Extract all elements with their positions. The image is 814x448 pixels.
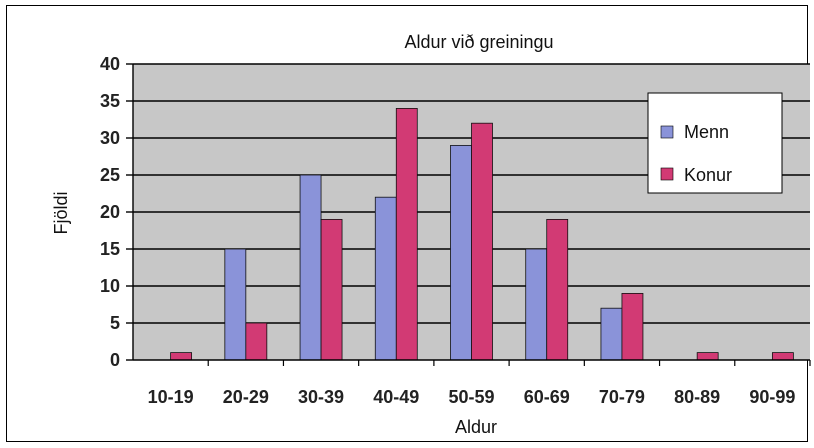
bar-konur-30-39: [320, 218, 343, 361]
bar-menn-30-39: [299, 174, 322, 361]
y-tick-label: 0: [110, 350, 120, 370]
x-tick-label: 30-39: [298, 387, 344, 407]
x-tick-label: 90-99: [749, 387, 795, 407]
legend: Menn Konur: [647, 92, 783, 194]
y-axis-label: Fjöldi: [51, 191, 71, 234]
bar-menn-60-69: [525, 248, 548, 361]
bar-konur-20-29: [245, 322, 268, 361]
x-tick-label: 70-79: [599, 387, 645, 407]
x-axis-label: Aldur: [455, 417, 497, 437]
x-tick-label: 60-69: [524, 387, 570, 407]
bar-menn-40-49: [374, 196, 397, 361]
bar-konur-70-79: [621, 292, 644, 361]
bar-konur-60-69: [546, 218, 569, 361]
bar-konur-50-59: [471, 122, 493, 361]
y-tick-label: 20: [100, 202, 120, 222]
y-tick-label: 40: [100, 54, 120, 74]
bar-konur-10-19: [170, 352, 193, 361]
y-tick-label: 5: [110, 313, 120, 333]
bar-konur-90-99: [771, 352, 794, 361]
legend-label-konur: Konur: [684, 165, 732, 185]
bar-menn-20-29: [224, 248, 247, 361]
legend-swatch-konur: [660, 167, 674, 181]
legend-swatch-menn: [660, 125, 674, 139]
x-tick-label: 40-49: [373, 387, 419, 407]
legend-label-menn: Menn: [684, 122, 729, 142]
chart-title: Aldur við greiningu: [404, 32, 553, 52]
x-tick-label: 10-19: [148, 387, 194, 407]
bar-konur-80-89: [696, 352, 719, 361]
y-tick-label: 15: [100, 239, 120, 259]
x-tick-label: 50-59: [448, 387, 494, 407]
y-tick-label: 10: [100, 276, 120, 296]
bar-konur-40-49: [395, 108, 418, 361]
bar-menn-70-79: [600, 307, 623, 361]
y-tick-label: 25: [100, 165, 120, 185]
y-tick-label: 35: [100, 91, 120, 111]
bar-menn-50-59: [450, 144, 472, 361]
y-tick-label: 30: [100, 128, 120, 148]
x-tick-label: 20-29: [223, 387, 269, 407]
x-tick-label: 80-89: [674, 387, 720, 407]
